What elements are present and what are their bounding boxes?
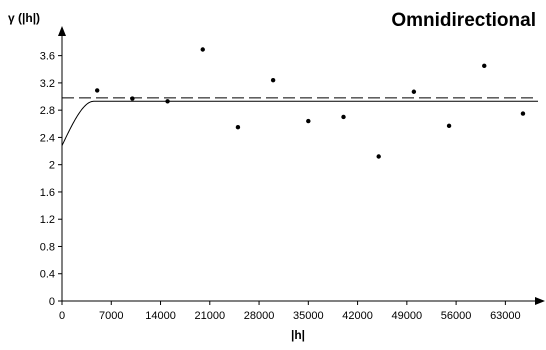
y-tick-group: 0 0.4 0.8 1.2 1.6 2 2.4 2.8 3.2 3.6 bbox=[40, 51, 62, 308]
x-tick-label: 63000 bbox=[490, 310, 521, 322]
data-point bbox=[130, 96, 135, 101]
data-point bbox=[306, 118, 311, 124]
y-tick-label: 3.6 bbox=[40, 51, 55, 63]
x-tick-label: 28000 bbox=[244, 310, 275, 322]
y-tick-label: 2 bbox=[49, 160, 55, 172]
y-tick-label: 1.6 bbox=[40, 187, 55, 199]
data-point bbox=[482, 63, 487, 69]
y-tick-label: 0.8 bbox=[40, 241, 55, 253]
x-tick-label: 7000 bbox=[99, 310, 123, 322]
x-tick-label: 21000 bbox=[194, 310, 225, 322]
data-point bbox=[200, 47, 205, 52]
x-tick-label: 0 bbox=[59, 310, 65, 322]
data-point bbox=[94, 88, 100, 93]
data-point bbox=[446, 123, 452, 129]
data-point bbox=[341, 114, 346, 120]
x-tick-label: 35000 bbox=[293, 310, 324, 322]
y-tick-label: 2.8 bbox=[40, 105, 55, 117]
x-tick-label: 14000 bbox=[145, 310, 176, 322]
x-tick-label: 56000 bbox=[441, 310, 472, 322]
y-axis-arrow bbox=[58, 26, 66, 36]
x-tick-group: 0 7000 14000 21000 28000 35000 42000 49000 56000… bbox=[59, 301, 521, 322]
data-point bbox=[411, 89, 417, 94]
y-tick-label: 0.4 bbox=[40, 269, 55, 281]
y-axis-title: γ (|h|) bbox=[8, 11, 40, 25]
y-tick-label: 0 bbox=[49, 296, 55, 308]
y-tick-label: 1.2 bbox=[40, 214, 55, 226]
model-curve-line bbox=[61, 100, 538, 146]
data-points-group bbox=[94, 47, 526, 159]
x-tick-label: 49000 bbox=[392, 310, 423, 322]
data-point bbox=[270, 77, 276, 83]
y-tick-label: 2.4 bbox=[40, 132, 55, 144]
data-point bbox=[235, 124, 241, 130]
x-axis-title: |h| bbox=[291, 328, 305, 342]
y-tick-label: 3.2 bbox=[40, 78, 55, 90]
x-axis-arrow bbox=[535, 297, 545, 305]
data-point bbox=[520, 111, 526, 116]
data-point bbox=[165, 99, 170, 104]
x-tick-label: 42000 bbox=[342, 310, 373, 322]
data-point bbox=[376, 154, 381, 159]
chart-title: Omnidirectional bbox=[391, 10, 536, 31]
